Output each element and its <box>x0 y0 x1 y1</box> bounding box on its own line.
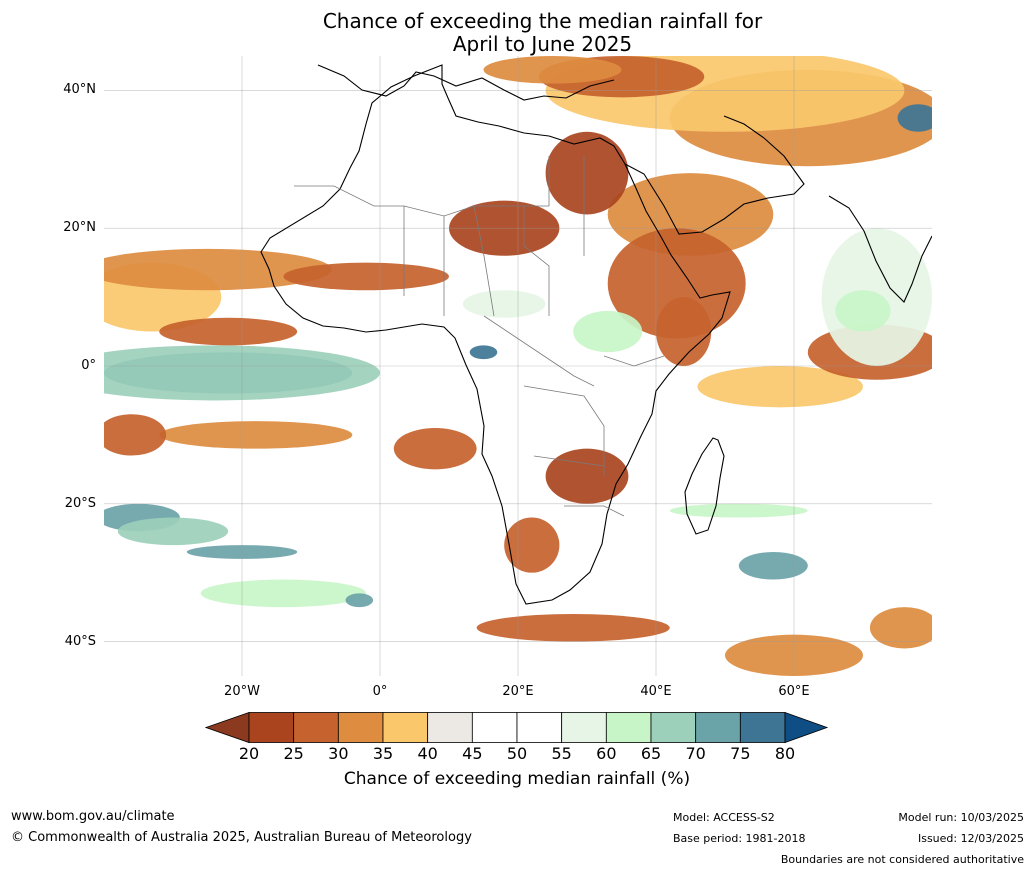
wet-anomaly-region-33 <box>345 593 374 608</box>
longitude-label: 60°E <box>778 684 810 699</box>
colorbar-segment <box>471 712 518 743</box>
dry-anomaly-region-14 <box>159 421 353 449</box>
footer-model: Model: ACCESS-S2 <box>673 811 775 824</box>
colorbar-tick-label: 45 <box>462 744 483 763</box>
dry-anomaly-region-8 <box>104 248 332 291</box>
dry-anomaly-region-3 <box>483 56 622 84</box>
latitude-label: 40°S <box>64 633 96 649</box>
longitude-label: 20°E <box>502 684 534 699</box>
colorbar-segment <box>561 712 607 743</box>
colorbar-segment <box>650 712 697 743</box>
wet-anomaly-region-35 <box>669 503 808 518</box>
title-line-1: Chance of exceeding the median rainfall … <box>322 9 763 33</box>
arabia-coastline <box>624 115 805 235</box>
colorbar-tick-label: 35 <box>372 744 394 763</box>
dry-anomaly-region-13 <box>656 297 712 366</box>
colorbar-segment <box>337 712 384 743</box>
latitude-label: 20°S <box>64 495 96 511</box>
dry-anomaly-region-11 <box>697 366 863 408</box>
footer-model-run: Model run: 10/03/2025 <box>898 811 1024 824</box>
map-title: Chance of exceeding the median rainfall … <box>0 10 1035 56</box>
europe-coastline <box>317 64 615 101</box>
colorbar-tick-label: 40 <box>417 744 438 763</box>
africa-coastline <box>260 64 731 605</box>
colorbar-tick-label: 60 <box>596 744 617 763</box>
india-coastline <box>828 195 932 303</box>
dry-anomaly-region-5 <box>607 228 746 339</box>
dry-anomaly-region-6 <box>545 131 629 215</box>
wet-anomaly-region-30 <box>117 517 229 546</box>
colorbar-over-arrow <box>784 712 829 744</box>
dry-anomaly-region-18 <box>476 614 670 642</box>
colorbar-title: Chance of exceeding median rainfall (%) <box>343 769 691 789</box>
latitude-label: 20°N <box>63 220 96 236</box>
colorbar-tick-label: 70 <box>685 744 706 763</box>
colorbar-tick-label: 55 <box>551 744 572 763</box>
colorbar-segment <box>382 712 429 743</box>
wet-anomaly-region-34 <box>738 552 808 580</box>
dry-anomaly-region-10 <box>159 317 298 346</box>
longitude-label: 40°E <box>640 684 672 699</box>
colorbar-tick-label: 75 <box>730 744 751 763</box>
dry-anomaly-region-9 <box>283 262 449 291</box>
title-line-2: April to June 2025 <box>452 32 633 56</box>
colorbar-tick-label: 30 <box>328 744 349 763</box>
footer-issued: Issued: 12/03/2025 <box>917 832 1024 845</box>
rainfall-map <box>104 56 932 676</box>
coastlines <box>260 64 932 605</box>
wet-anomaly-region-32 <box>200 579 367 608</box>
colorbar-tick-label: 65 <box>640 744 662 763</box>
footer-website: www.bom.gov.au/climate <box>11 809 175 824</box>
colorbar-tick-label: 50 <box>506 744 528 763</box>
longitude-label: 20°W <box>224 684 260 699</box>
colorbar-segment <box>605 712 652 743</box>
colorbar-tick-label: 80 <box>774 744 796 763</box>
colorbar-tick-label: 25 <box>283 744 304 763</box>
colorbar-segment <box>427 712 473 743</box>
footer-base-period: Base period: 1981-2018 <box>673 832 806 845</box>
boundary-lines <box>294 156 665 517</box>
colorbar-segment <box>739 712 786 743</box>
madagascar-coastline <box>684 437 725 535</box>
colorbar-segment <box>695 712 741 743</box>
colorbar-segment <box>293 712 339 743</box>
dry-anomaly-region-21 <box>545 448 629 504</box>
colorbar <box>205 712 829 744</box>
wet-anomaly-region-36 <box>897 104 932 132</box>
colorbar-segment <box>516 712 563 743</box>
wet-anomaly-region-28 <box>835 290 891 332</box>
footer-copyright: © Commonwealth of Australia 2025, Austra… <box>11 830 472 845</box>
wet-anomaly-region-25 <box>469 345 498 360</box>
country-boundaries <box>294 156 665 517</box>
footer-disclaimer: Boundaries are not considered authoritat… <box>780 853 1024 866</box>
wet-anomaly-region-37 <box>462 290 546 318</box>
dry-anomaly-region-20 <box>869 607 932 649</box>
graticule <box>104 56 932 676</box>
wet-anomaly-region-26 <box>573 310 643 353</box>
latitude-label: 0° <box>81 358 96 373</box>
colorbar-under-arrow <box>205 712 250 744</box>
map-canvas <box>104 56 932 676</box>
dry-anomaly-region-17 <box>393 428 477 470</box>
colorbar-segment <box>248 712 295 743</box>
dry-anomaly-region-15 <box>104 414 167 456</box>
latitude-label: 40°N <box>63 82 96 98</box>
longitude-label: 0° <box>372 684 388 699</box>
colorbar-tick-label: 20 <box>238 744 260 763</box>
